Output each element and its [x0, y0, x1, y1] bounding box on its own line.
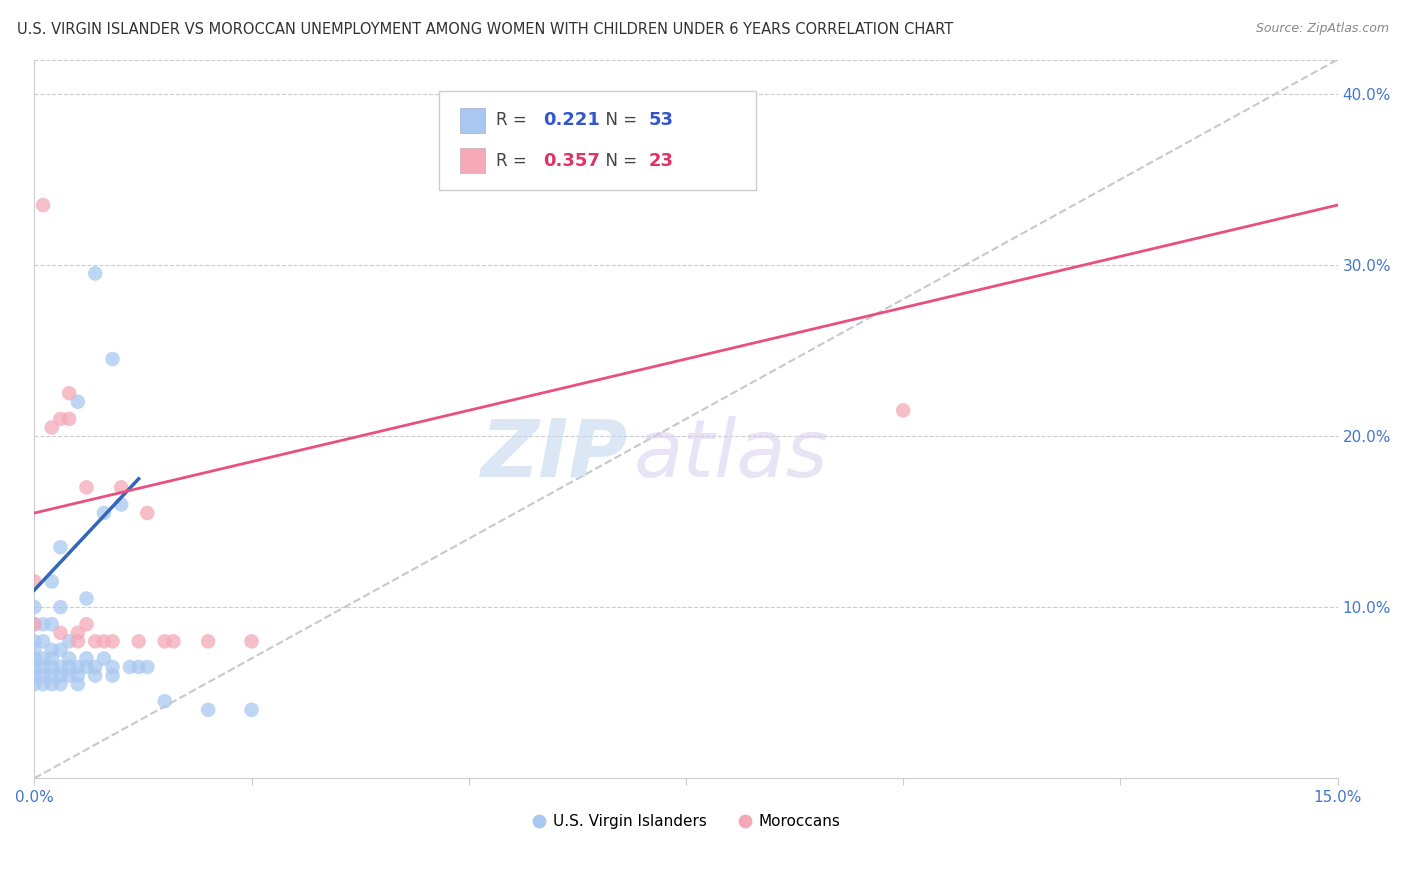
Point: [32, 668, 55, 682]
Point: [128, 634, 150, 648]
Point: [49, 412, 72, 426]
Text: atlas: atlas: [634, 416, 828, 494]
Point: [76, 651, 98, 665]
Point: [41, 574, 63, 589]
Text: N =: N =: [595, 152, 643, 169]
Point: [153, 634, 176, 648]
Text: 0.221: 0.221: [543, 112, 599, 129]
Point: [197, 703, 219, 717]
Point: [41, 420, 63, 434]
Text: U.S. VIRGIN ISLANDER VS MOROCCAN UNEMPLOYMENT AMONG WOMEN WITH CHILDREN UNDER 6 : U.S. VIRGIN ISLANDER VS MOROCCAN UNEMPLO…: [17, 22, 953, 37]
Point: [136, 506, 159, 520]
Text: R =: R =: [496, 152, 533, 169]
Point: [93, 651, 115, 665]
Text: Source: ZipAtlas.com: Source: ZipAtlas.com: [1256, 22, 1389, 36]
Point: [49, 668, 72, 682]
Point: [32, 198, 55, 212]
Point: [49, 540, 72, 554]
Point: [66, 625, 89, 640]
Point: [58, 412, 80, 426]
Point: [66, 677, 89, 691]
Point: [32, 634, 55, 648]
Point: [41, 617, 63, 632]
Point: [891, 403, 914, 417]
Text: 53: 53: [648, 112, 673, 129]
Point: [58, 668, 80, 682]
Point: [58, 660, 80, 674]
Point: [22, 668, 45, 682]
Point: [41, 643, 63, 657]
Point: [128, 660, 150, 674]
Point: [101, 634, 124, 648]
Point: [118, 660, 141, 674]
Point: [136, 660, 159, 674]
Point: [22, 643, 45, 657]
Point: [84, 634, 107, 648]
Point: [22, 660, 45, 674]
Point: [66, 394, 89, 409]
Point: [76, 617, 98, 632]
Point: [49, 677, 72, 691]
Point: [76, 591, 98, 606]
Point: [32, 651, 55, 665]
Point: [101, 351, 124, 366]
Point: [240, 703, 263, 717]
Point: [58, 651, 80, 665]
Point: [22, 677, 45, 691]
Text: N =: N =: [595, 112, 643, 129]
Point: [22, 634, 45, 648]
Point: [58, 386, 80, 401]
Point: [49, 643, 72, 657]
Point: [49, 660, 72, 674]
Point: [32, 617, 55, 632]
Point: [84, 267, 107, 281]
Point: [162, 634, 184, 648]
Point: [240, 634, 263, 648]
Text: ZIP: ZIP: [479, 416, 627, 494]
Point: [41, 660, 63, 674]
Point: [22, 651, 45, 665]
Point: [41, 651, 63, 665]
Text: 23: 23: [648, 152, 673, 169]
Point: [22, 574, 45, 589]
Text: R =: R =: [496, 112, 533, 129]
Point: [153, 694, 176, 708]
Point: [197, 634, 219, 648]
Point: [22, 617, 45, 632]
Point: [66, 660, 89, 674]
Point: [101, 660, 124, 674]
Point: [66, 668, 89, 682]
Point: [41, 677, 63, 691]
Point: [22, 617, 45, 632]
Point: [49, 600, 72, 615]
Point: [110, 498, 132, 512]
Point: [66, 634, 89, 648]
Legend: U.S. Virgin Islanders, Moroccans: U.S. Virgin Islanders, Moroccans: [526, 808, 846, 835]
Point: [93, 506, 115, 520]
Point: [101, 668, 124, 682]
Point: [84, 668, 107, 682]
Point: [32, 660, 55, 674]
Point: [22, 600, 45, 615]
Point: [93, 634, 115, 648]
Point: [76, 480, 98, 494]
Point: [32, 677, 55, 691]
Point: [49, 625, 72, 640]
Point: [41, 668, 63, 682]
Point: [76, 660, 98, 674]
Point: [58, 634, 80, 648]
Point: [110, 480, 132, 494]
Text: 0.357: 0.357: [543, 152, 599, 169]
Point: [84, 660, 107, 674]
